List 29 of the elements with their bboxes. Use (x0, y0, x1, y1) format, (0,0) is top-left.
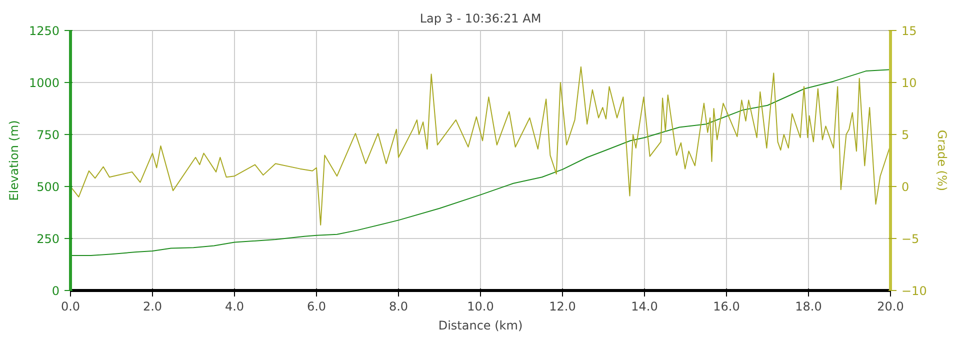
y2-tick-label: 5 (902, 128, 910, 142)
y2-tick-label: 0 (902, 180, 910, 194)
y-tick-label: 0 (52, 284, 60, 298)
x-axis-title: Distance (km) (438, 318, 523, 332)
x-tick-label: 20.0 (877, 300, 904, 314)
x-tick-label: 14.0 (631, 300, 658, 314)
y2-axis-title: Grade (%) (934, 130, 949, 192)
y-tick-label: 750 (36, 128, 60, 142)
x-tick-label: 6.0 (306, 300, 326, 314)
line-series (70, 66, 890, 226)
chart-title: Lap 3 - 10:36:21 AM (420, 12, 542, 26)
y-tick-label: 1000 (28, 76, 60, 90)
line-series (70, 69, 890, 256)
y-axis-title: Elevation (m) (6, 120, 21, 201)
x-tick-label: 16.0 (713, 300, 740, 314)
y2-tick-label: −5 (902, 232, 920, 246)
y2-tick-label: 10 (902, 76, 917, 90)
x-tick-label: 12.0 (549, 300, 576, 314)
x-tick-label: 18.0 (795, 300, 822, 314)
y2-tick-label: −10 (902, 284, 927, 298)
x-tick-label: 10.0 (467, 300, 494, 314)
x-tick-label: 0.0 (60, 300, 80, 314)
y-tick-label: 500 (36, 180, 60, 194)
y-tick-label: 1250 (28, 24, 60, 38)
x-tick-label: 2.0 (142, 300, 162, 314)
x-tick-label: 4.0 (224, 300, 244, 314)
x-tick-label: 8.0 (388, 300, 408, 314)
y2-tick-label: 15 (902, 24, 917, 38)
y-tick-label: 250 (36, 232, 60, 246)
